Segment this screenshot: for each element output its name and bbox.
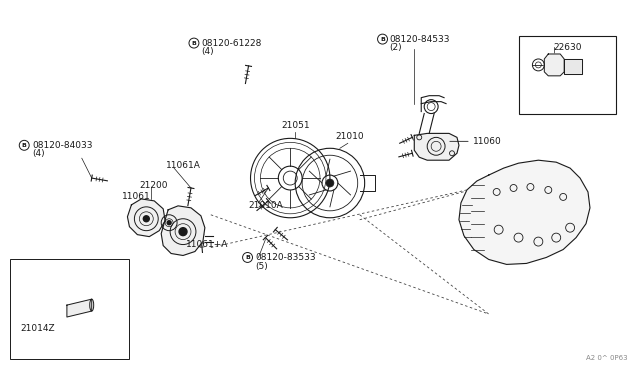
Text: B: B bbox=[380, 36, 385, 42]
Text: 11060: 11060 bbox=[473, 137, 502, 146]
Polygon shape bbox=[127, 199, 165, 237]
Text: 08120-84533: 08120-84533 bbox=[390, 35, 450, 44]
Polygon shape bbox=[161, 206, 205, 256]
Text: 08120-84033: 08120-84033 bbox=[32, 141, 93, 150]
Text: B: B bbox=[22, 143, 27, 148]
Text: (2): (2) bbox=[390, 42, 402, 52]
Circle shape bbox=[167, 221, 171, 225]
Text: 21014Z: 21014Z bbox=[20, 324, 55, 333]
Bar bbox=[518, 36, 616, 113]
Polygon shape bbox=[459, 160, 590, 264]
Polygon shape bbox=[414, 134, 459, 160]
Circle shape bbox=[326, 179, 334, 187]
Bar bbox=[10, 259, 129, 359]
Text: B: B bbox=[191, 41, 196, 46]
Circle shape bbox=[143, 216, 149, 222]
Text: 08120-83533: 08120-83533 bbox=[255, 253, 316, 262]
Text: (4): (4) bbox=[32, 149, 45, 158]
Text: 11061+A: 11061+A bbox=[186, 240, 228, 249]
Text: 11061A: 11061A bbox=[166, 161, 201, 170]
Text: 21051: 21051 bbox=[281, 121, 310, 131]
Text: B: B bbox=[245, 255, 250, 260]
Text: 08120-61228: 08120-61228 bbox=[201, 39, 261, 48]
Polygon shape bbox=[67, 299, 92, 317]
Polygon shape bbox=[544, 54, 564, 76]
Text: 21200: 21200 bbox=[140, 180, 168, 189]
Polygon shape bbox=[564, 59, 582, 74]
Circle shape bbox=[179, 228, 187, 235]
Text: 11061: 11061 bbox=[122, 192, 150, 201]
Text: (5): (5) bbox=[255, 262, 268, 271]
Text: 21010A: 21010A bbox=[248, 201, 284, 210]
Text: 22630: 22630 bbox=[553, 43, 581, 52]
Text: A2 0^ 0P63: A2 0^ 0P63 bbox=[586, 355, 628, 361]
Text: (4): (4) bbox=[201, 46, 214, 55]
Text: 21010: 21010 bbox=[335, 132, 364, 141]
